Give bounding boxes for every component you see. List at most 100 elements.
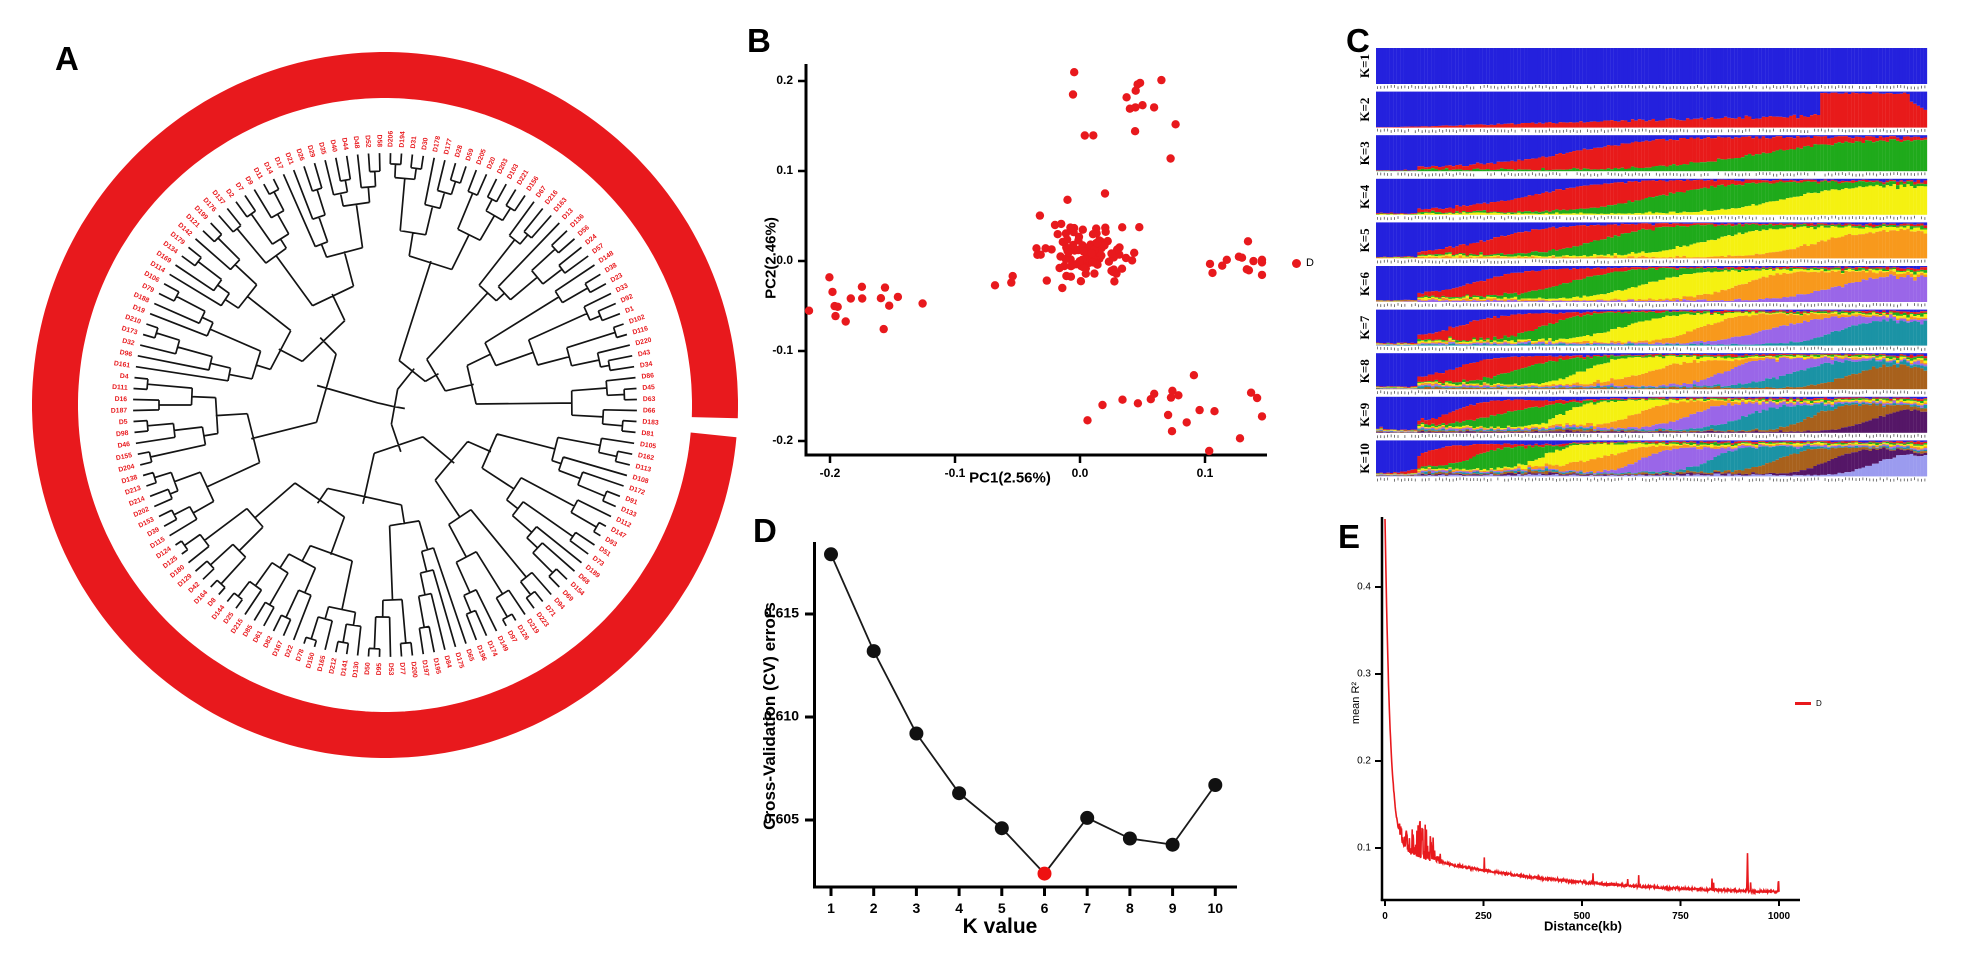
leaf-label: D96 — [119, 349, 133, 358]
leaf-label: D33 — [615, 282, 629, 294]
cv-panel: 0.605 0.610 0.615 1 2 3 4 5 6 7 8 9 10 — [764, 542, 1237, 916]
leaf-label: D5 — [119, 419, 128, 427]
leaf-label: D82 — [263, 635, 275, 649]
pc1-tick-label: 0.0 — [1072, 466, 1089, 480]
leaf-label: D20 — [486, 156, 498, 170]
leaf-label: D67 — [535, 185, 548, 199]
leaf-label: D202 — [133, 506, 151, 519]
cv-point — [1165, 837, 1180, 852]
cv-tick-label: 0.605 — [764, 811, 799, 827]
k-tick-label: 2 — [870, 900, 878, 916]
leaf-label: D69 — [561, 589, 575, 603]
leaf-label: D78 — [295, 648, 306, 662]
leaf-label: D91 — [624, 496, 638, 507]
leaf-label: D56 — [577, 224, 591, 238]
admixture-row-label: K=3 — [1357, 141, 1372, 166]
leaf-label: D172 — [628, 485, 646, 497]
leaf-label: D24 — [584, 233, 598, 246]
leaf-label: D25 — [222, 611, 235, 625]
leaf-label: D26 — [295, 148, 306, 162]
cv-tick-label: 0.610 — [764, 708, 799, 724]
leaf-label: D46 — [117, 441, 131, 450]
admixture-row — [1376, 91, 1928, 128]
leaf-label: D149 — [496, 635, 510, 653]
distance-tick-label: 0 — [1382, 911, 1388, 922]
k-tick-label: 7 — [1083, 900, 1091, 916]
admixture-row-label: K=4 — [1357, 184, 1372, 209]
k-tick-label: 6 — [1041, 900, 1049, 916]
leaf-label: D68 — [576, 573, 590, 587]
admixture-row — [1376, 309, 1928, 346]
leaf-label: D196 — [475, 644, 487, 662]
leaf-label: D16 — [115, 396, 128, 403]
leaf-label: D97 — [506, 630, 518, 644]
leaf-label: D133 — [620, 506, 638, 519]
leaf-label: D175 — [454, 652, 465, 670]
leaf-label: D77 — [398, 662, 406, 675]
k-tick-label: 3 — [913, 900, 921, 916]
panel-c-label: C — [1346, 22, 1370, 59]
leaf-label: D205 — [476, 148, 488, 166]
leaf-label: D187 — [111, 407, 128, 414]
leaf-label: D141 — [340, 659, 349, 676]
k-tick-label: 1 — [827, 900, 835, 916]
panel-b-label: B — [747, 22, 771, 59]
leaf-label: D71 — [544, 604, 557, 618]
leaf-label: D113 — [635, 463, 652, 474]
leaf-label: D13 — [561, 207, 575, 221]
pc2-tick-label: -0.1 — [772, 343, 793, 357]
leaf-label: D48 — [352, 136, 360, 149]
leaf-label: D19 — [132, 304, 146, 315]
leaf-label: D85 — [242, 624, 255, 638]
leaf-label: D178 — [432, 135, 442, 153]
leaf-label: D183 — [642, 419, 659, 427]
leaf-label: D40 — [329, 139, 338, 153]
leaf-label: D9 — [243, 175, 254, 186]
admixture-row — [1376, 440, 1928, 477]
admixture-sample-id-strip — [1377, 259, 1926, 264]
distance-axis-label: Distance(kb) — [1543, 918, 1623, 934]
cv-point — [1080, 810, 1095, 825]
leaf-label: D220 — [635, 337, 653, 348]
admixture-row — [1376, 222, 1928, 259]
leaf-label: D21 — [283, 152, 294, 166]
admixture-sample-id-strip — [1377, 390, 1926, 395]
leaf-label: D94 — [552, 597, 566, 611]
leaf-label: D28 — [454, 144, 464, 158]
leaf-label: D173 — [121, 325, 139, 336]
leaf-label: D155 — [115, 452, 133, 462]
pc1-tick-label: -0.1 — [945, 466, 966, 480]
admixture-sample-id-strip — [1377, 215, 1926, 221]
red-ring — [32, 52, 738, 758]
admixture-row — [1376, 48, 1928, 84]
leaf-label: D161 — [113, 360, 130, 369]
cv-line — [830, 553, 1217, 875]
admixture-sample-id-strip — [1377, 84, 1926, 90]
ld-legend-label: D — [1816, 699, 1822, 708]
leaf-label: D58 — [375, 135, 382, 148]
leaf-label: D51 — [597, 546, 611, 559]
leaf-label: D32 — [121, 338, 135, 348]
leaf-label: D204 — [118, 463, 136, 474]
leaf-label: D98 — [116, 430, 129, 438]
leaf-label: D57 — [591, 242, 605, 255]
admixture-row-label: K=2 — [1357, 98, 1372, 122]
admixture-sample-id-strip — [1377, 346, 1926, 352]
leaf-label: D95 — [376, 663, 383, 676]
leaf-label: D42 — [187, 581, 201, 595]
leaf-label: D162 — [637, 452, 655, 462]
cv-point — [909, 726, 924, 741]
mean-r2-axis-label: mean R² — [1350, 681, 1362, 725]
admixture-row — [1376, 178, 1928, 215]
k-tick-label: 5 — [998, 900, 1006, 916]
cv-point — [994, 821, 1009, 836]
pc2-tick-label: 0.2 — [776, 73, 793, 87]
leaf-label: D116 — [632, 325, 649, 336]
admixture-sample-id-strip — [1377, 172, 1926, 177]
admixture-sample-id-strip — [1377, 433, 1926, 439]
cv-point — [1037, 866, 1052, 881]
leaf-label: D52 — [364, 135, 372, 148]
admixture-row — [1376, 135, 1928, 172]
admixture-panel: K=1 K=2 K=3 K=4 K=5 K=6 K=7 K=8 K=9 K=10 — [1357, 48, 1928, 482]
pca-legend: D — [1292, 257, 1314, 269]
